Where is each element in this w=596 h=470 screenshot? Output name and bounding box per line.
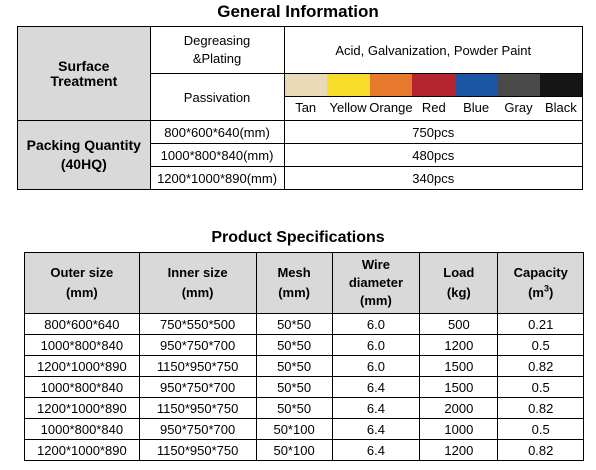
capacity-cell: 0.82 — [497, 439, 584, 461]
color-name: Blue — [463, 99, 490, 115]
table-row: 1000*800*840 950*750*700 50*100 6.4 1000 0.5 — [24, 418, 584, 440]
load-cell: 1200 — [419, 439, 499, 461]
general-info-table: Surface Treatment Degreasing &Plating Ac… — [17, 26, 583, 190]
header-wire-diameter: Wire diameter (mm) — [331, 252, 421, 314]
general-info-title: General Information — [217, 2, 379, 21]
table-row: 1200*1000*890 1150*950*750 50*50 6.0 1500 0.8… — [24, 355, 584, 377]
outer-size-cell: 1200*1000*890 — [24, 355, 140, 377]
wire-diameter-cell: 6.4 — [331, 418, 421, 440]
load-cell: 2000 — [419, 397, 499, 419]
capacity-cell: 0.82 — [497, 397, 584, 419]
packing-quantity-label: Packing Quantity (40HQ) — [17, 120, 151, 190]
packing-qty: 340pcs — [283, 166, 583, 190]
inner-size-cell: 1150*950*750 — [138, 397, 257, 419]
wire-diameter-cell: 6.0 — [331, 313, 421, 335]
packing-size: 1200*1000*890(mm) — [149, 166, 285, 190]
packing-size: 800*600*640(mm) — [149, 120, 285, 144]
color-swatch-orange — [369, 74, 412, 96]
packing-size: 1000*800*840(mm) — [149, 143, 285, 167]
mesh-cell: 50*50 — [255, 376, 333, 398]
surface-treatment-label: Surface Treatment — [17, 26, 151, 121]
inner-size-cell: 750*550*500 — [138, 313, 257, 335]
packing-qty: 480pcs — [283, 143, 583, 167]
wire-diameter-cell: 6.4 — [331, 397, 421, 419]
wire-diameter-cell: 6.4 — [331, 376, 421, 398]
color-name: Orange — [369, 99, 413, 115]
header-load: Load (kg) — [419, 252, 499, 314]
color-name-row: Tan Yellow Orange Red Blue Gray Black — [285, 97, 583, 117]
load-cell: 1200 — [419, 334, 499, 356]
outer-size-cell: 800*600*640 — [24, 313, 140, 335]
header-inner-size: Inner size (mm) — [138, 252, 257, 314]
specs-header-row: Outer size (mm) Inner size (mm) Mesh (mm) W… — [24, 252, 584, 314]
wire-diameter-cell: 6.4 — [331, 439, 421, 461]
load-cell: 1500 — [419, 355, 499, 377]
color-swatch-gray — [497, 74, 540, 96]
inner-size-cell: 950*750*700 — [138, 334, 257, 356]
color-name: Red — [421, 99, 446, 115]
capacity-cell: 0.5 — [497, 418, 584, 440]
mesh-cell: 50*100 — [255, 439, 333, 461]
color-swatch-red — [412, 74, 455, 96]
table-row: 1200*1000*890 1150*950*750 50*100 6.4 1200 0.… — [24, 439, 584, 461]
mesh-cell: 50*50 — [255, 313, 333, 335]
load-cell: 1000 — [419, 418, 499, 440]
wire-diameter-cell: 6.0 — [331, 355, 421, 377]
color-swatch-yellow — [327, 74, 370, 96]
degreasing-label: Degreasing &Plating — [149, 26, 285, 74]
capacity-cell: 0.82 — [497, 355, 584, 377]
wire-diameter-cell: 6.0 — [331, 334, 421, 356]
color-swatch-tan — [284, 74, 327, 96]
color-name: Yellow — [329, 99, 367, 115]
inner-size-cell: 950*750*700 — [138, 376, 257, 398]
color-swatch-blue — [454, 74, 497, 96]
outer-size-cell: 1200*1000*890 — [24, 397, 140, 419]
mesh-cell: 50*50 — [255, 334, 333, 356]
outer-size-cell: 1000*800*840 — [24, 376, 140, 398]
table-row: 1000*800*840 950*750*700 50*50 6.4 1500 0.5 — [24, 376, 584, 398]
color-name: Tan — [295, 99, 317, 115]
outer-size-cell: 1000*800*840 — [24, 334, 140, 356]
header-capacity: Capacity (m3) — [497, 252, 584, 314]
inner-size-cell: 1150*950*750 — [138, 355, 257, 377]
packing-qty: 750pcs — [283, 120, 583, 144]
table-row: 1000*800*840 950*750*700 50*50 6.0 1200 0.5 — [24, 334, 584, 356]
capacity-cell: 0.5 — [497, 376, 584, 398]
outer-size-cell: 1200*1000*890 — [24, 439, 140, 461]
header-mesh: Mesh (mm) — [255, 252, 333, 314]
mesh-cell: 50*100 — [255, 418, 333, 440]
load-cell: 1500 — [419, 376, 499, 398]
passivation-label: Passivation — [149, 73, 285, 121]
inner-size-cell: 950*750*700 — [138, 418, 257, 440]
color-swatch-black — [539, 74, 582, 96]
product-specs-table: Outer size (mm) Inner size (mm) Mesh (mm) W… — [24, 252, 584, 461]
header-outer-size: Outer size (mm) — [24, 252, 140, 314]
capacity-cell: 0.5 — [497, 334, 584, 356]
capacity-cell: 0.21 — [497, 313, 584, 335]
mesh-cell: 50*50 — [255, 355, 333, 377]
mesh-cell: 50*50 — [255, 397, 333, 419]
color-swatch-row — [284, 74, 582, 97]
table-row: 800*600*640 750*550*500 50*50 6.0 500 0.21 — [24, 313, 584, 335]
product-specs-title: Product Specifications — [211, 229, 385, 246]
inner-size-cell: 1150*950*750 — [138, 439, 257, 461]
color-name: Gray — [504, 99, 533, 115]
degreasing-value: Acid, Galvanization, Powder Paint — [283, 26, 583, 74]
outer-size-cell: 1000*800*840 — [24, 418, 140, 440]
passivation-colors: Tan Yellow Orange Red Blue Gray Black — [283, 73, 583, 121]
load-cell: 500 — [419, 313, 499, 335]
color-name: Black — [544, 99, 577, 115]
table-row: 1200*1000*890 1150*950*750 50*50 6.4 2000 0.8… — [24, 397, 584, 419]
